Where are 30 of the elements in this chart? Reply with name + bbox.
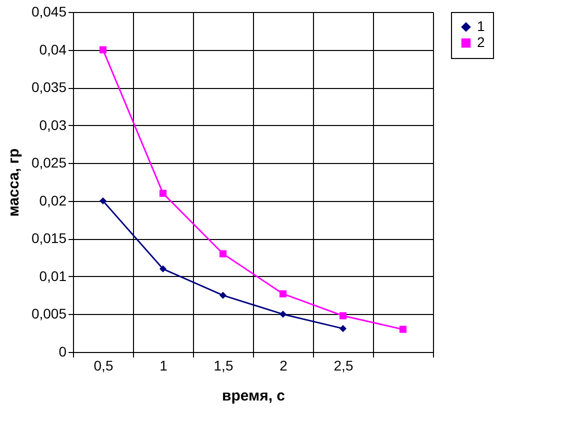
point <box>219 292 227 299</box>
y-tick-label: 0,03 <box>39 116 67 133</box>
y-tick-label: 0,045 <box>31 4 67 20</box>
point <box>279 310 287 318</box>
point <box>159 265 167 272</box>
x-tick-label: 0,5 <box>94 358 114 374</box>
x-tick-label: 1,5 <box>214 358 234 374</box>
y-tick-label: 0,02 <box>39 192 67 208</box>
point <box>159 190 167 197</box>
y-tick-label: 0,01 <box>39 268 67 284</box>
x-tick-label: 1 <box>160 358 168 374</box>
legend-label: 1 <box>477 18 485 34</box>
y-axis-title: масса, гр <box>5 148 22 217</box>
y-tick-label: 0,025 <box>31 154 67 171</box>
point <box>339 325 347 332</box>
y-tick-label: 0,035 <box>31 79 67 96</box>
point <box>399 326 407 333</box>
point <box>99 197 107 204</box>
y-tick-label: 0 <box>58 344 67 360</box>
point <box>99 46 107 54</box>
point <box>339 312 347 320</box>
y-tick-label: 0,015 <box>31 230 67 246</box>
x-axis-title: время, с <box>222 388 286 404</box>
point <box>279 290 287 298</box>
y-tick-label: 0,005 <box>31 306 67 322</box>
x-tick-label: 2,5 <box>334 358 354 374</box>
point <box>219 250 227 258</box>
y-tick-label: 0,04 <box>39 41 67 58</box>
x-tick-label: 2 <box>280 358 288 374</box>
legend-label: 2 <box>477 34 485 50</box>
